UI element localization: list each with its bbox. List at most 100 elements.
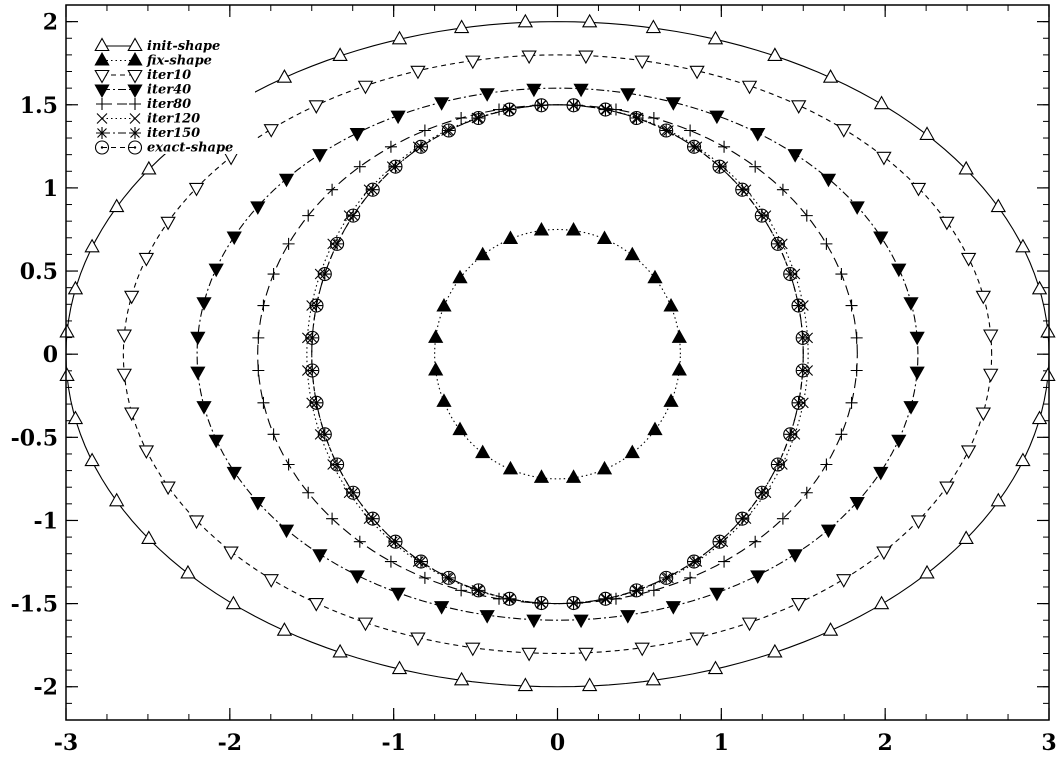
data-point — [820, 237, 833, 250]
x-tick-label: -3 — [54, 730, 78, 756]
circle-marker-ring — [686, 554, 702, 569]
circle-marker-dot — [100, 146, 104, 149]
data-point — [208, 263, 224, 278]
data-point — [436, 393, 452, 407]
data-point — [108, 492, 125, 507]
data-point — [750, 127, 766, 142]
data-point — [741, 80, 758, 95]
data-point — [418, 571, 431, 584]
data-point — [123, 407, 140, 422]
data-point — [465, 55, 481, 70]
data-point — [502, 102, 517, 117]
data-point — [59, 367, 75, 381]
legend-marker-left — [96, 98, 108, 110]
data-point — [573, 614, 589, 629]
legend-marker-right — [127, 69, 143, 84]
circle-marker-ring — [534, 596, 549, 611]
data-point — [502, 230, 519, 244]
data-point — [975, 407, 992, 422]
data-point — [223, 546, 239, 561]
circle-marker-ring — [309, 395, 324, 410]
circle-marker-ring — [309, 298, 324, 313]
data-point — [410, 65, 426, 80]
data-point — [709, 587, 725, 602]
legend-entry: iter40 — [94, 83, 191, 99]
circle-marker-dot — [311, 369, 314, 372]
circle-marker-ring — [471, 583, 486, 598]
data-point — [452, 421, 468, 436]
circle-marker-ring — [629, 110, 644, 126]
data-point — [208, 434, 224, 449]
circle-marker-dot — [801, 336, 804, 340]
data-point — [919, 126, 935, 140]
data-point — [441, 123, 456, 138]
data-point — [770, 236, 785, 251]
data-point — [391, 660, 408, 675]
legend-marker-left — [94, 69, 110, 84]
x-tick-label: 0 — [550, 730, 565, 756]
data-point — [791, 597, 807, 612]
data-point — [282, 458, 295, 471]
data-point — [845, 396, 858, 409]
data-point — [534, 596, 549, 611]
circle-marker-dot — [604, 108, 607, 111]
data-point — [353, 535, 366, 548]
circle-marker-dot — [718, 165, 721, 168]
data-point — [308, 100, 324, 114]
data-point — [453, 671, 470, 686]
circle-marker-ring — [795, 330, 810, 345]
circle-marker-dot — [664, 576, 668, 580]
data-point — [282, 237, 295, 250]
data-point — [573, 83, 589, 98]
circle-marker-dot — [797, 304, 800, 307]
circle-marker-ring — [712, 534, 727, 549]
data-point — [116, 368, 132, 383]
data-point — [330, 457, 345, 472]
circle-marker-dot — [133, 146, 137, 149]
legend-entry: iter80 — [96, 97, 191, 112]
data-point — [305, 363, 320, 378]
data-point — [910, 182, 927, 197]
data-point — [718, 555, 731, 568]
data-point — [305, 330, 320, 345]
circle-marker-dot — [477, 589, 480, 592]
data-point — [754, 208, 769, 223]
data-point — [795, 363, 810, 378]
data-point — [873, 595, 890, 610]
data-point — [308, 597, 324, 612]
circle-marker-dot — [323, 433, 326, 436]
data-point — [441, 570, 456, 585]
data-point — [138, 252, 155, 267]
data-point — [686, 139, 702, 154]
data-point — [990, 492, 1007, 507]
data-point — [596, 230, 613, 244]
series-line — [122, 54, 993, 655]
data-point — [428, 361, 444, 376]
circle-marker-dot — [371, 188, 374, 191]
data-point — [225, 595, 242, 610]
data-point — [252, 331, 265, 344]
data-point — [434, 601, 450, 615]
data-point — [526, 83, 542, 98]
circle-marker-ring — [413, 554, 429, 569]
data-point — [707, 30, 724, 45]
x-tick-label: 3 — [1041, 730, 1056, 756]
legend-label: exact-shape — [147, 141, 233, 156]
circle-marker-ring — [566, 98, 581, 113]
circle-marker-ring — [791, 395, 806, 410]
data-point — [190, 331, 206, 346]
data-point — [326, 512, 339, 525]
plot-frame — [65, 4, 1050, 721]
series-iter120 — [301, 99, 814, 609]
data-point — [1015, 238, 1031, 253]
y-tick-label: 1 — [43, 176, 58, 202]
data-point — [67, 280, 84, 295]
legend-entry: iter150 — [96, 126, 200, 141]
data-point — [390, 110, 406, 125]
circle-marker-ring — [795, 363, 810, 378]
data-point — [939, 216, 955, 231]
data-point — [735, 511, 750, 526]
axis-tick-labels: -3 -2 -1 0 1 2 3 2 1.5 1 0.5 0 -0.5 -1 -1.5 -2 — [11, 10, 1057, 756]
circle-marker-dot — [741, 517, 744, 520]
data-point — [820, 173, 837, 188]
